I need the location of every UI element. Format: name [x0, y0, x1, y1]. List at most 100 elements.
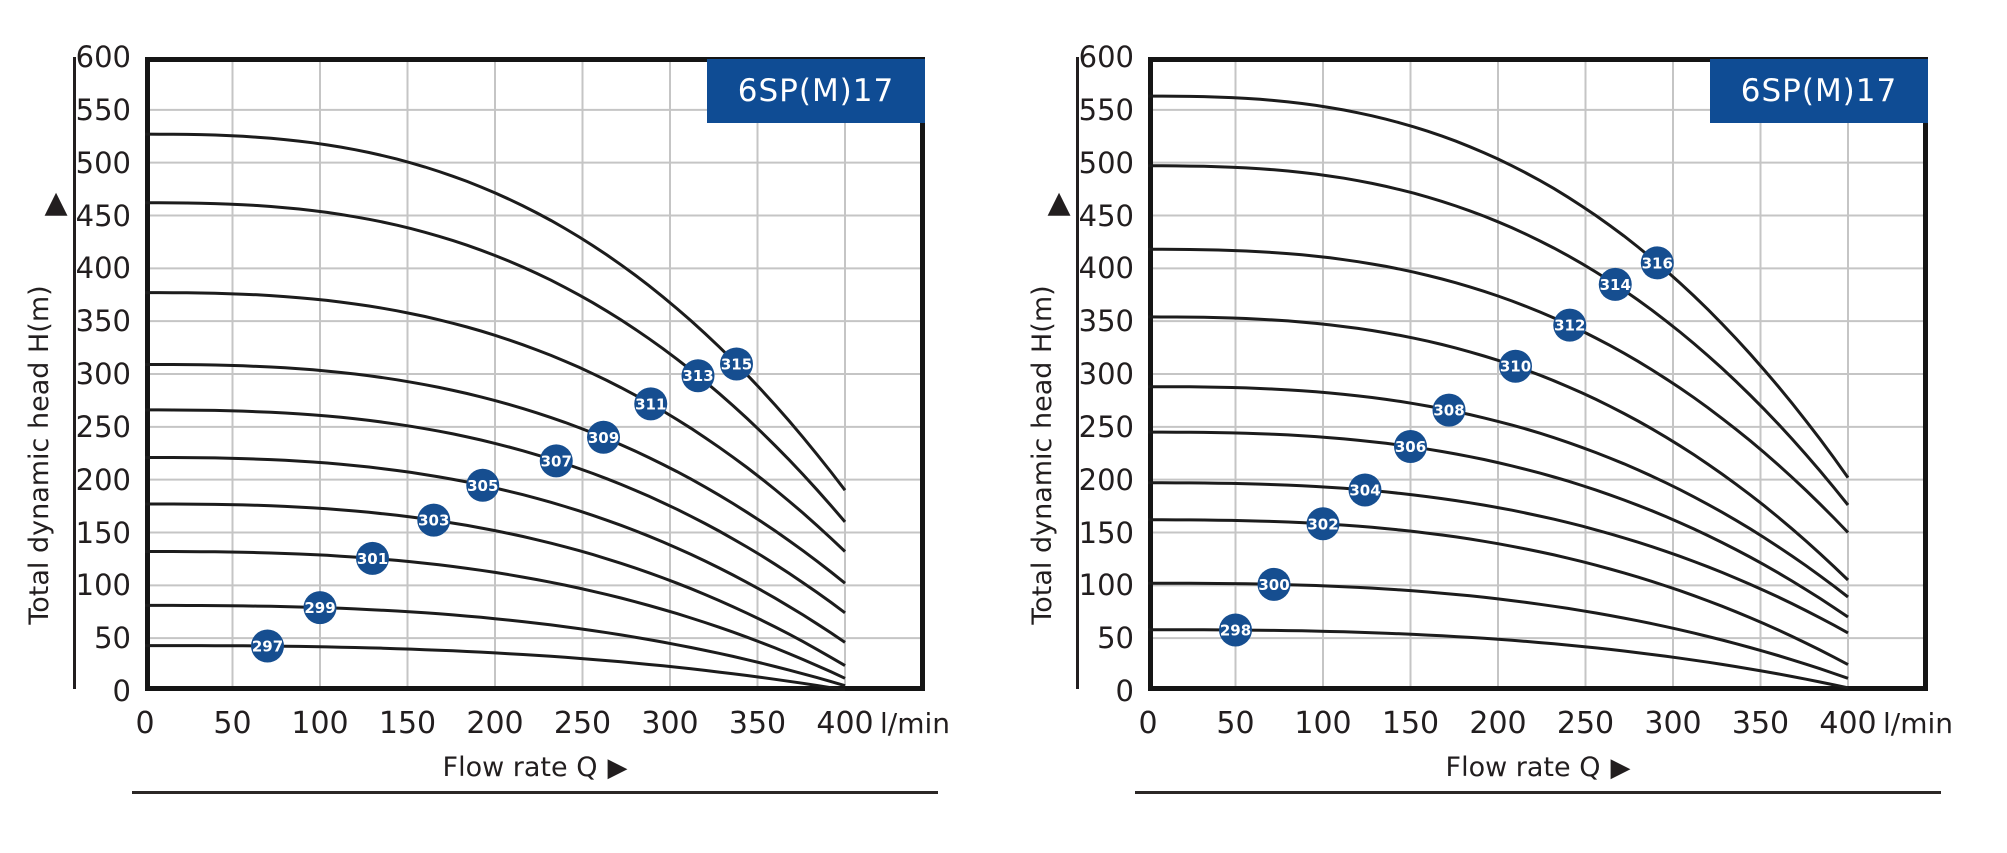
bubble-300: 300	[1257, 567, 1291, 601]
y-tick-label: 500	[75, 145, 131, 180]
x-tick-label: 250	[553, 706, 612, 741]
curve-304	[1148, 481, 1849, 635]
x-axis-title: Flow rate Q ▶	[1338, 751, 1738, 785]
right-arrow-icon: ▶	[1610, 753, 1631, 783]
bubble-303: 303	[417, 503, 451, 537]
bubble-circle	[1394, 430, 1427, 464]
bubble-circle	[720, 347, 753, 381]
y-axis-line	[1076, 57, 1079, 689]
up-arrow-icon: ▲	[1047, 185, 1071, 220]
bubble-label: 309	[588, 429, 619, 447]
x-axis-title: Flow rate Q ▶	[335, 751, 735, 785]
curve-301	[145, 550, 846, 680]
bubble-label: 307	[541, 452, 572, 470]
bubble-310: 310	[1499, 349, 1532, 383]
curve-311	[145, 291, 847, 553]
y-tick-label: 350	[75, 304, 131, 339]
bubble-circle	[681, 359, 715, 393]
bubble-label: 303	[418, 512, 449, 530]
plot-area: 298 300 302 304 306 308 310 312 314 316 6SP(M)17	[1148, 57, 1928, 691]
x-tick-label: 100	[291, 706, 349, 741]
x-tick-label: 400	[1819, 706, 1877, 741]
curves-svg: 297 299 301 303 305 307 309 311 313 315	[145, 57, 925, 691]
x-unit-label: l/min	[879, 707, 950, 740]
bubble-circle	[1499, 349, 1532, 383]
bubble-label: 316	[1642, 254, 1673, 272]
bubble-315: 315	[720, 347, 753, 381]
bubble-label: 304	[1349, 481, 1380, 499]
grid	[145, 57, 925, 691]
y-tick-label: 500	[1078, 145, 1134, 180]
x-tick-label: 350	[1731, 706, 1790, 741]
bubble-306: 306	[1394, 430, 1427, 464]
bubble-304: 304	[1348, 473, 1382, 507]
y-tick-label: 600	[75, 40, 131, 74]
bubble-label: 308	[1433, 402, 1464, 420]
y-tick-label: 450	[75, 198, 131, 233]
x-axis-title-text: Flow rate Q	[1445, 752, 1601, 783]
bubble-label: 302	[1307, 515, 1338, 533]
x-tick-label: 0	[1138, 706, 1158, 741]
bubble-label: 305	[467, 477, 498, 495]
bubble-circle	[1640, 246, 1674, 280]
plot-border	[145, 57, 925, 691]
x-tick-label: 300	[641, 706, 699, 741]
x-tick-label: 400	[816, 706, 874, 741]
x-axis-title-text: Flow rate Q	[442, 752, 598, 783]
bubble-circle	[1553, 308, 1587, 342]
bubble-314: 314	[1598, 267, 1632, 301]
bubble-label: 310	[1500, 358, 1531, 376]
x-tick-label: 150	[378, 706, 437, 741]
y-tick-label: 100	[1078, 568, 1134, 603]
curve-306	[1148, 430, 1849, 619]
x-tick-label: 250	[1556, 706, 1615, 741]
bubble-label: 299	[304, 599, 335, 617]
y-tick-label: 550	[1078, 92, 1134, 127]
bottom-rule	[1135, 791, 1941, 794]
right-arrow-icon: ▶	[607, 753, 628, 783]
x-tick-label: 350	[728, 706, 787, 741]
bubble-309: 309	[587, 420, 620, 454]
bubble-label: 313	[682, 367, 713, 385]
bubble-circle	[634, 387, 668, 421]
bubble-circle	[1306, 507, 1340, 541]
x-tick-label: 200	[466, 706, 524, 741]
y-tick-label: 200	[75, 462, 131, 497]
y-tick-label: 400	[75, 251, 131, 286]
bubble-313: 313	[681, 359, 715, 393]
curve-314	[1148, 164, 1850, 506]
x-tick-label: 100	[1294, 706, 1352, 741]
y-tick-label: 300	[1078, 357, 1134, 391]
bubble-label: 311	[635, 395, 666, 413]
bottom-rule	[132, 791, 938, 794]
curve-310	[1148, 315, 1850, 582]
bubble-circle	[417, 503, 451, 537]
curve-303	[145, 502, 846, 667]
bubble-label: 314	[1600, 276, 1631, 294]
y-tick-label: 50	[94, 621, 131, 656]
x-unit-label: l/min	[1882, 707, 1953, 740]
bubble-circle	[1598, 267, 1632, 301]
y-tick-label: 150	[75, 515, 131, 550]
bubble-311: 311	[634, 387, 668, 421]
bubble-circle	[1257, 567, 1291, 601]
curve-313	[145, 201, 847, 523]
x-tick-label: 50	[1216, 706, 1255, 741]
bubble-label: 315	[721, 355, 752, 373]
x-tick-label: 300	[1644, 706, 1702, 741]
x-tick-label: 200	[1469, 706, 1527, 741]
bubble-circle	[539, 444, 573, 478]
pump-chart-right: ▲ Total dynamic head H(m) 298 300 302 304 30…	[1003, 0, 2006, 853]
chart-title-badge: 6SP(M)17	[707, 59, 925, 123]
bubble-301: 301	[356, 541, 389, 575]
bubble-label: 298	[1220, 621, 1251, 639]
bubble-circle	[587, 420, 620, 454]
bubble-circle	[1432, 393, 1466, 427]
y-tick-label: 100	[75, 568, 131, 603]
bubble-299: 299	[303, 591, 337, 625]
curve-312	[1148, 247, 1850, 534]
y-tick-label: 200	[1078, 462, 1134, 497]
x-tick-label: 50	[213, 706, 252, 741]
curve-307	[145, 408, 846, 615]
